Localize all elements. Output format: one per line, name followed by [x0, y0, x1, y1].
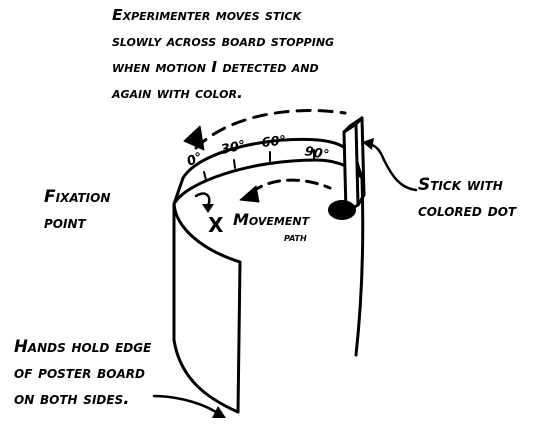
stick-back-edge — [360, 116, 366, 197]
tick-label-60: 60° — [261, 133, 287, 150]
stick-pointer-head — [362, 138, 374, 150]
tick-label-90: 90° — [303, 144, 330, 163]
stick-body — [342, 122, 360, 214]
experimenter-caption-line-1: Experimenter moves stick — [112, 6, 302, 24]
fixation-label: Fixation point — [44, 184, 110, 236]
movement-path-line — [250, 178, 332, 194]
upper-motion-arrow-path — [194, 109, 347, 150]
experimenter-caption-line-3: when motion I detected and — [112, 58, 319, 76]
hands-label-line-2: of poster board — [14, 363, 145, 382]
upper-motion-arrowhead — [183, 125, 205, 151]
experimenter-caption-line-2: slowly across board stopping — [112, 32, 335, 50]
hands-pointer-head — [212, 406, 226, 418]
movement-label-path: path — [284, 231, 307, 245]
stick-pointer — [368, 142, 418, 192]
angle-ticks — [203, 149, 315, 181]
movement-path-arrowhead — [239, 185, 260, 203]
colored-dot — [328, 200, 356, 220]
hands-label: Hands hold edge of poster board on both … — [14, 334, 151, 412]
hands-pointer — [152, 394, 218, 414]
stick — [342, 116, 366, 214]
fixation-pointer-head — [202, 204, 214, 213]
board-right-inner — [356, 164, 364, 180]
board-left-end-top — [172, 176, 185, 206]
movement-label: Movement — [233, 207, 309, 233]
stick-bottom-edge — [356, 193, 366, 207]
experimenter-caption: Experimenter moves stick slowly across b… — [112, 2, 334, 106]
fixation-pointer — [194, 192, 211, 208]
board-left-face-top — [172, 202, 242, 264]
movement-label-line-2: path — [284, 231, 307, 244]
tick-label-30: 30° — [220, 138, 247, 158]
hands-label-line-3: on both sides. — [14, 389, 130, 408]
movement-path-arrow — [239, 178, 332, 203]
fixation-label-line-1: Fixation — [44, 187, 111, 207]
tick-30-mark — [233, 159, 236, 169]
fixation-mark: X — [208, 213, 224, 237]
hands-label-line-1: Hands hold edge — [14, 337, 152, 356]
poster-board — [172, 137, 365, 414]
upper-motion-arrow — [183, 109, 347, 151]
tick-label-0: 0° — [185, 150, 205, 170]
stick-label: Stick with colored dot — [418, 172, 516, 224]
board-front-edge — [236, 260, 242, 414]
fixation-label-line-2: point — [44, 213, 86, 233]
experimenter-caption-line-4: again with color. — [112, 84, 243, 102]
board-front-rim — [172, 158, 364, 206]
movement-label-line-1: Movement — [233, 210, 310, 229]
board-left-face-bottom — [172, 338, 240, 414]
stick-label-line-2: colored dot — [418, 201, 517, 221]
stick-label-line-1: Stick with — [418, 175, 503, 195]
tick-0-mark — [203, 171, 207, 181]
